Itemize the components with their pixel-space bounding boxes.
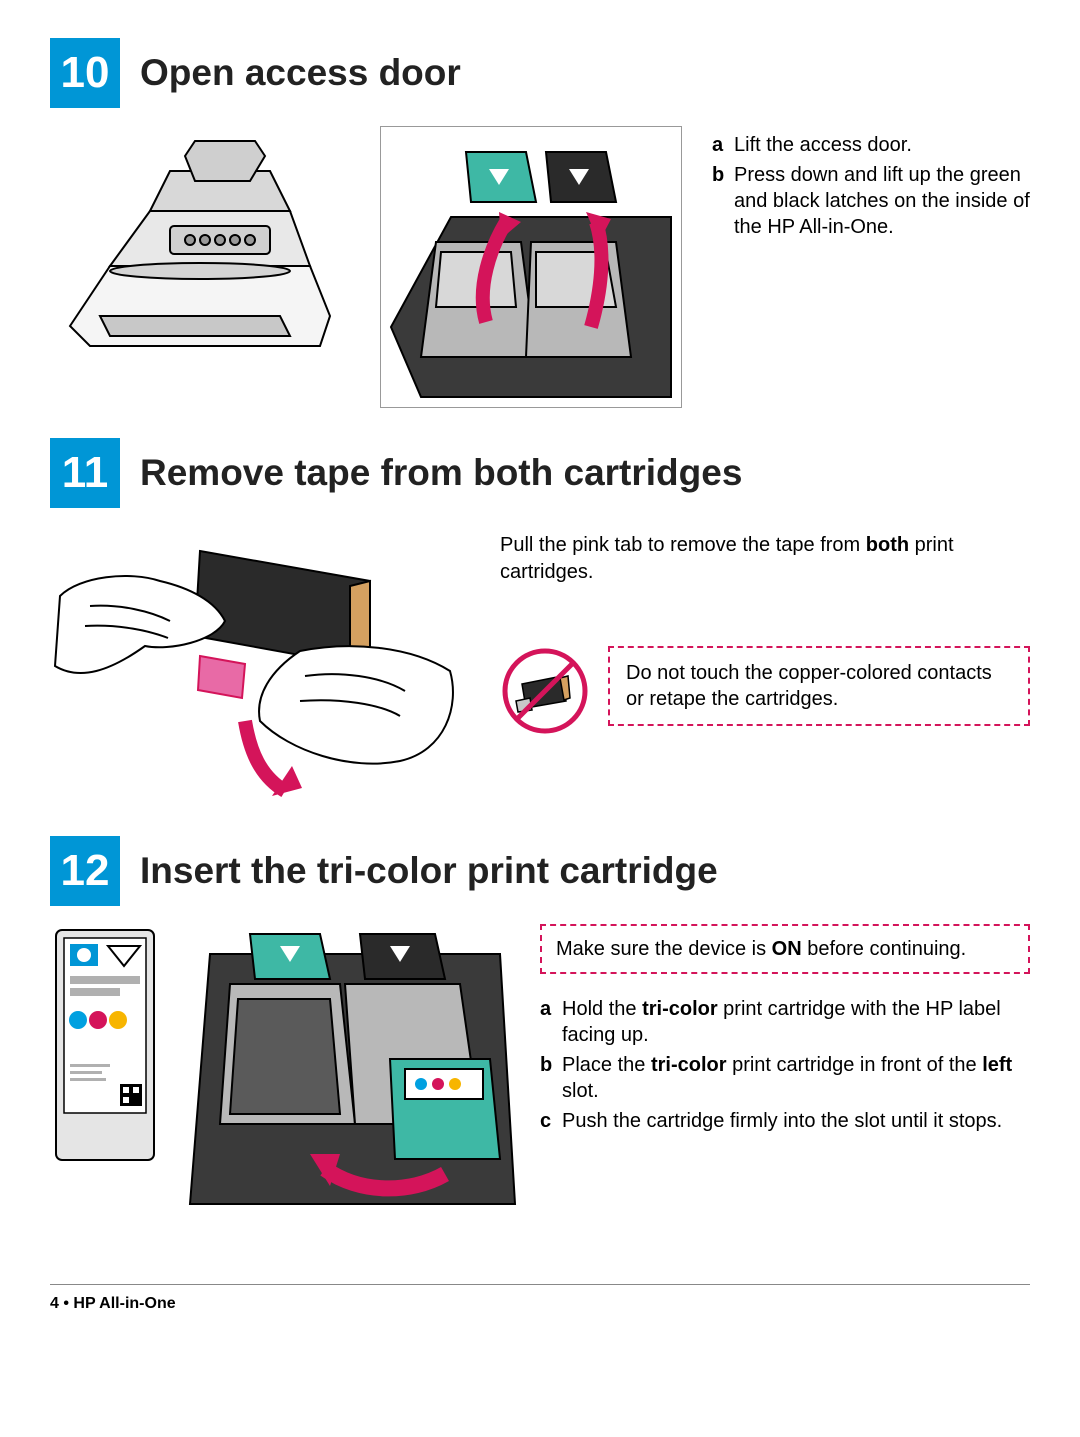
step-number-badge: 10 — [50, 38, 120, 108]
step-header: 12 Insert the tri-color print cartridge — [50, 836, 1030, 906]
step-header: 10 Open access door — [50, 38, 1030, 108]
instruction-item: b Press down and lift up the green and b… — [712, 162, 1030, 240]
step-number-badge: 11 — [50, 438, 120, 508]
step-title: Remove tape from both cartridges — [140, 452, 742, 494]
step-10-instructions: a Lift the access door. b Press down and… — [712, 126, 1030, 244]
step-title: Insert the tri-color print cartridge — [140, 850, 718, 892]
no-touch-icon — [500, 646, 590, 736]
instruction-item: a Lift the access door. — [712, 132, 1030, 158]
insert-cartridge-illustration — [180, 924, 520, 1224]
warning-box: Make sure the device is ON before contin… — [540, 924, 1030, 974]
instruction-text: Hold the tri-color print cartridge with … — [562, 996, 1030, 1048]
instruction-text: Push the cartridge firmly into the slot … — [562, 1108, 1002, 1134]
instruction-item: c Push the cartridge firmly into the slo… — [540, 1108, 1030, 1134]
step-number-badge: 12 — [50, 836, 120, 906]
instruction-item: a Hold the tri-color print cartridge wit… — [540, 996, 1030, 1048]
warning-box: Do not touch the copper-colored contacts… — [608, 646, 1030, 726]
step-12-instructions: a Hold the tri-color print cartridge wit… — [540, 996, 1030, 1134]
latches-illustration — [380, 126, 682, 408]
step-header: 11 Remove tape from both cartridges — [50, 438, 1030, 508]
instruction-text: Place the tri-color print cartridge in f… — [562, 1052, 1030, 1104]
page-footer: 4 • HP All-in-One — [50, 1284, 1030, 1313]
instruction-item: b Place the tri-color print cartridge in… — [540, 1052, 1030, 1104]
step-12: 12 Insert the tri-color print cartridge — [50, 836, 1030, 1224]
step-11: 11 Remove tape from both cartridges — [50, 438, 1030, 806]
printer-illustration — [50, 126, 350, 386]
step-title: Open access door — [140, 52, 461, 94]
cartridge-label-illustration — [50, 924, 160, 1174]
step-10: 10 Open access door — [50, 38, 1030, 408]
step-11-intro: Pull the pink tab to remove the tape fro… — [500, 532, 1030, 586]
pull-tab-illustration — [50, 526, 470, 806]
